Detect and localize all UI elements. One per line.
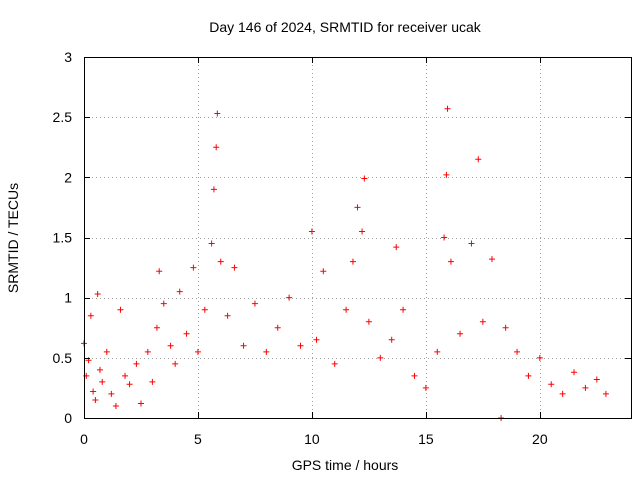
data-point (359, 228, 366, 235)
data-point (90, 388, 97, 395)
data-point (502, 324, 509, 331)
data-point (144, 348, 151, 355)
y-tick-label: 2 (64, 169, 72, 185)
data-point (214, 110, 221, 117)
y-tick-label: 0 (64, 410, 72, 426)
x-tick-label: 5 (194, 431, 202, 447)
data-point (92, 396, 99, 403)
data-point (444, 105, 451, 112)
data-point (156, 268, 163, 275)
data-point (548, 381, 555, 388)
data-point (320, 268, 327, 275)
y-tick-labels: 0 0.5 1 1.5 2 2.5 3 (53, 49, 73, 426)
data-point (137, 400, 144, 407)
data-point (297, 342, 304, 349)
data-point (103, 348, 110, 355)
data-point (434, 348, 441, 355)
data-point (96, 366, 103, 373)
data-point (479, 318, 486, 325)
data-point (308, 228, 315, 235)
data-point (443, 171, 450, 178)
x-axis-title: GPS time / hours (292, 457, 399, 473)
data-point (349, 258, 356, 265)
data-point (153, 324, 160, 331)
data-point (365, 318, 372, 325)
data-point (87, 312, 94, 319)
data-point (536, 354, 543, 361)
data-point (122, 372, 129, 379)
data-point (94, 291, 101, 298)
data-point (602, 390, 609, 397)
data-point (286, 294, 293, 301)
data-point (176, 288, 183, 295)
y-axis-title: SRMTID / TECUs (5, 183, 21, 293)
data-point (475, 156, 482, 163)
data-point (172, 360, 179, 367)
data-point (126, 381, 133, 388)
y-tick-label: 1 (64, 290, 72, 306)
data-point (167, 342, 174, 349)
data-point (377, 354, 384, 361)
axis-ticks (84, 57, 631, 419)
data-point (559, 390, 566, 397)
data-point (149, 378, 156, 385)
data-point (571, 369, 578, 376)
data-point (263, 348, 270, 355)
x-tick-label: 20 (532, 431, 548, 447)
data-point (388, 336, 395, 343)
data-point (224, 312, 231, 319)
x-tick-label: 0 (80, 431, 88, 447)
y-tick-label: 0.5 (53, 350, 73, 366)
data-point (582, 384, 589, 391)
data-point (468, 240, 475, 247)
data-point (411, 372, 418, 379)
data-point (210, 186, 217, 193)
data-point (525, 372, 532, 379)
data-point (400, 306, 407, 313)
data-point (108, 390, 115, 397)
data-point (160, 300, 167, 307)
data-point (99, 378, 106, 385)
data-point (441, 234, 448, 241)
y-tick-label: 1.5 (53, 230, 73, 246)
data-point (240, 342, 247, 349)
x-tick-labels: 0 5 10 15 20 (80, 431, 548, 447)
data-point (361, 175, 368, 182)
data-point (117, 306, 124, 313)
data-point (213, 144, 220, 151)
data-point (190, 264, 197, 271)
data-point (514, 348, 521, 355)
y-tick-label: 2.5 (53, 109, 73, 125)
data-point (208, 240, 215, 247)
data-point (343, 306, 350, 313)
data-point (231, 264, 238, 271)
data-point (313, 336, 320, 343)
y-tick-label: 3 (64, 49, 72, 65)
data-point (183, 330, 190, 337)
data-point (354, 204, 361, 211)
x-tick-label: 15 (418, 431, 434, 447)
chart-title: Day 146 of 2024, SRMTID for receiver uca… (209, 19, 482, 35)
data-point (331, 360, 338, 367)
x-tick-label: 10 (304, 431, 320, 447)
data-point (447, 258, 454, 265)
data-point (593, 376, 600, 383)
data-point (393, 244, 400, 251)
data-point (217, 258, 224, 265)
data-point (457, 330, 464, 337)
data-point (251, 300, 258, 307)
data-point (133, 360, 140, 367)
data-point (274, 324, 281, 331)
data-point (194, 348, 201, 355)
data-point (488, 256, 495, 263)
data-point (422, 384, 429, 391)
data-point (201, 306, 208, 313)
data-point (112, 402, 119, 409)
